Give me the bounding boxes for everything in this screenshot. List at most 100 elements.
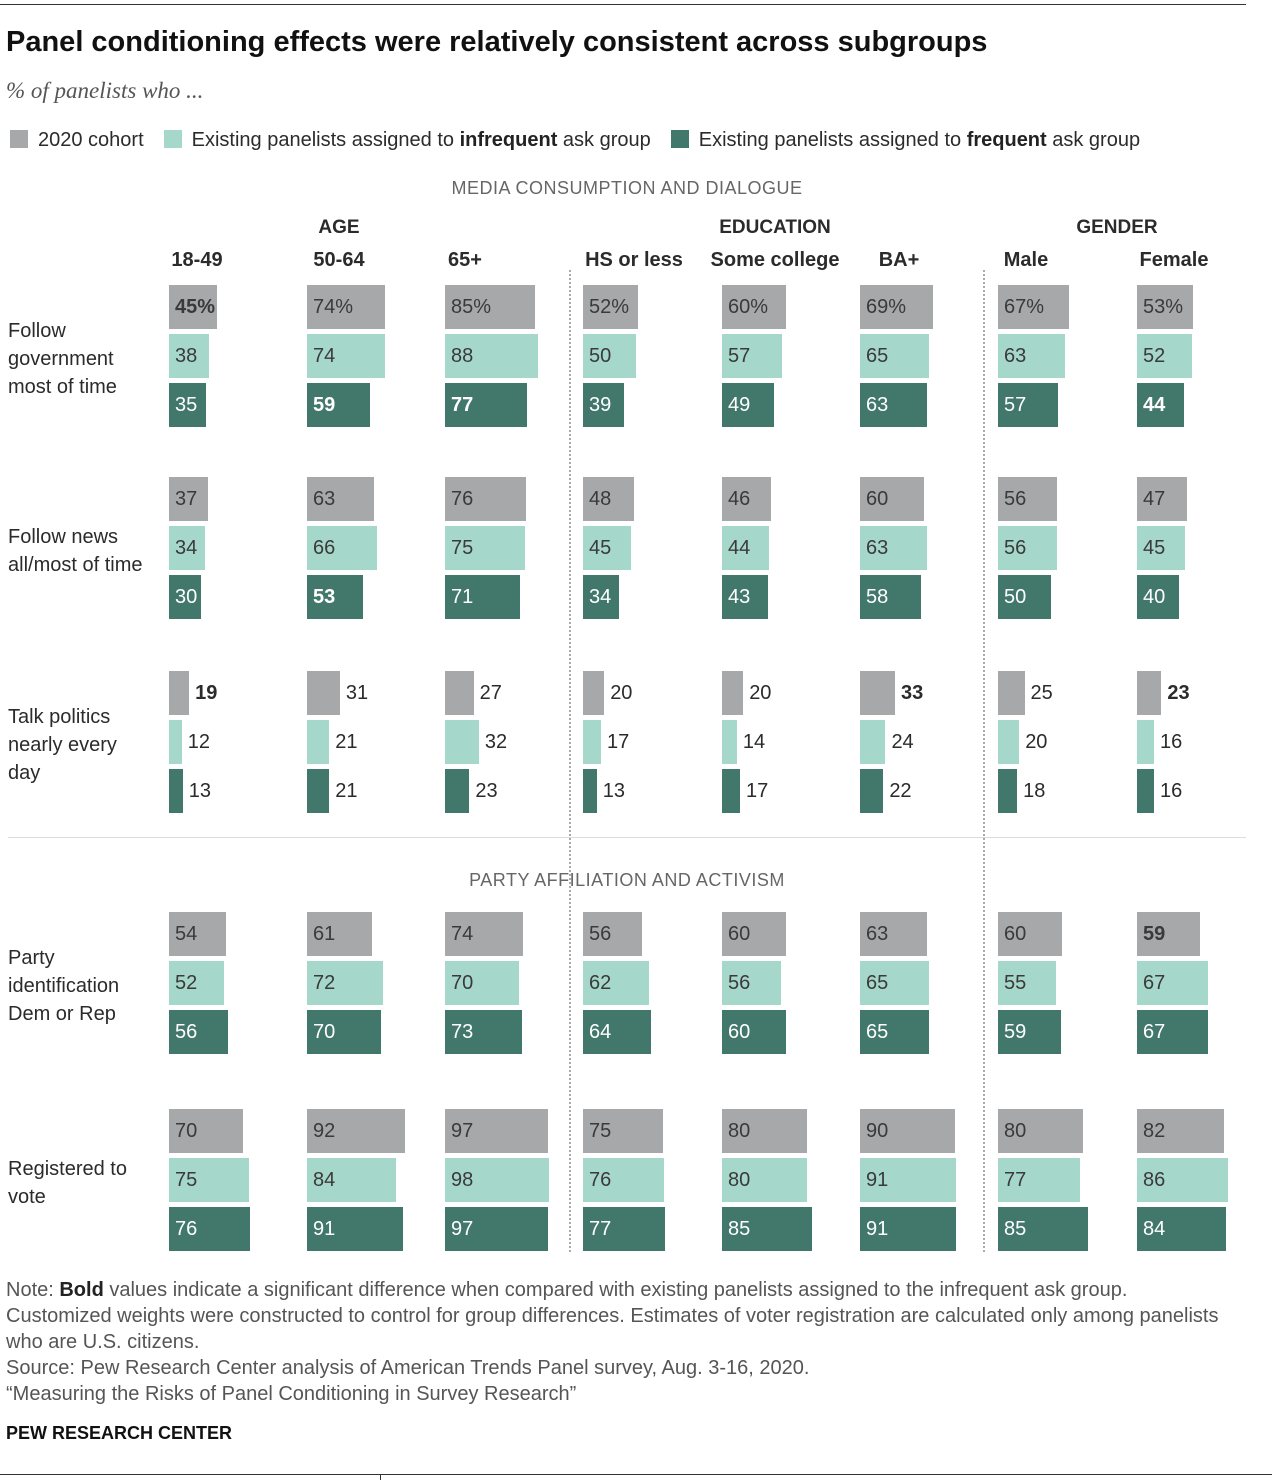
value-label: 82: [1143, 1120, 1166, 1142]
bar: [860, 526, 927, 570]
bar: [169, 1207, 250, 1251]
bar: [998, 383, 1059, 427]
value-label: 91: [866, 1218, 889, 1240]
bar: [445, 961, 520, 1005]
value-label: 16: [1159, 780, 1183, 802]
bar: [860, 720, 886, 764]
bar: [169, 383, 207, 427]
row-label: Party identification Dem or Rep: [8, 947, 120, 1025]
bar: [307, 575, 364, 619]
value-label: 13: [602, 780, 626, 802]
bar: [860, 1109, 956, 1153]
section-rule: [8, 837, 1246, 838]
value-label: 92: [313, 1120, 336, 1142]
subgroup-label: 50-64: [313, 249, 365, 271]
section-title: PARTY AFFILIATION AND ACTIVISM: [469, 870, 785, 890]
value-label: 25: [1030, 682, 1053, 704]
bar: [583, 526, 631, 570]
value-label: 74%: [313, 296, 354, 318]
bar: [998, 526, 1058, 570]
value-label: 73: [451, 1021, 474, 1043]
value-label: 97: [451, 1218, 474, 1240]
bar: [722, 1010, 786, 1054]
chart-title: Panel conditioning effects were relative…: [6, 26, 988, 58]
value-label: 35: [175, 394, 198, 416]
bar: [445, 285, 536, 329]
bar: [860, 285, 934, 329]
value-label: 80: [728, 1169, 751, 1191]
value-label: 76: [175, 1218, 198, 1240]
value-label: 48: [589, 488, 612, 510]
bar: [445, 1010, 523, 1054]
bar: [583, 575, 620, 619]
value-label: 39: [589, 394, 612, 416]
bar: [1137, 912, 1200, 956]
value-label: 55: [1004, 972, 1027, 994]
value-label: 85: [1004, 1218, 1027, 1240]
value-label: 63: [866, 537, 889, 559]
bar: [722, 720, 737, 764]
bar: [1137, 1207, 1227, 1251]
bar: [998, 285, 1070, 329]
bar: [722, 575, 768, 619]
value-label: 56: [1004, 537, 1027, 559]
group-header: EDUCATION: [719, 217, 831, 238]
text-part: ask group: [1046, 129, 1141, 151]
value-label: 19: [195, 682, 218, 704]
legend-swatch: [163, 130, 182, 148]
group-header: GENDER: [1076, 217, 1158, 238]
bar: [445, 1207, 548, 1251]
bar: [1137, 1158, 1229, 1202]
value-label: 44: [1143, 394, 1166, 416]
value-label: 85%: [451, 296, 492, 318]
subgroup-label: HS or less: [585, 249, 683, 271]
bar: [307, 671, 340, 715]
value-label: 60: [728, 1021, 751, 1043]
report: “Measuring the Risks of Panel Conditioni…: [6, 1383, 577, 1405]
value-label: 44: [728, 537, 751, 559]
bar: [169, 769, 183, 813]
bar: [445, 477, 526, 521]
subgroup-label: Male: [1003, 249, 1049, 271]
bar: [583, 334, 636, 378]
bar: [860, 383, 927, 427]
bar: [307, 1207, 404, 1251]
value-label: 33: [900, 682, 924, 704]
bar: [998, 1010, 1061, 1054]
value-label: 85: [728, 1218, 751, 1240]
bar: [583, 1207, 665, 1251]
value-label: 74: [313, 345, 336, 367]
text-part: 2020 cohort: [38, 129, 144, 151]
bar: [1137, 671, 1162, 715]
bar: [860, 961, 929, 1005]
value-label: 90: [866, 1120, 889, 1142]
text-part: frequent: [966, 129, 1047, 151]
group-header: AGE: [318, 217, 360, 238]
bar: [1137, 477, 1187, 521]
value-label: 21: [335, 731, 358, 753]
value-label: 80: [728, 1120, 751, 1142]
value-label: 22: [889, 780, 912, 802]
legend: 2020 cohort Existing panelists assigned t…: [10, 129, 1160, 152]
value-label: 76: [451, 488, 474, 510]
value-label: 74: [451, 923, 474, 945]
value-label: 57: [728, 345, 751, 367]
bar: [445, 526, 525, 570]
bar: [860, 671, 895, 715]
bar: [307, 526, 377, 570]
bar: [583, 1109, 663, 1153]
value-label: 34: [175, 537, 198, 559]
text-part: Existing panelists assigned to: [698, 129, 967, 151]
text-part: Existing panelists assigned to: [191, 129, 460, 151]
bar: [307, 477, 374, 521]
value-label: 70: [313, 1021, 336, 1043]
value-label: 52: [1143, 345, 1166, 367]
bar: [583, 912, 643, 956]
footnotes: Note: Bold values indicate a significant…: [6, 1277, 1236, 1407]
value-label: 16: [1159, 731, 1183, 753]
bar: [1137, 526, 1185, 570]
value-label: 56: [728, 972, 751, 994]
bar: [722, 526, 769, 570]
bar: [722, 1207, 813, 1251]
